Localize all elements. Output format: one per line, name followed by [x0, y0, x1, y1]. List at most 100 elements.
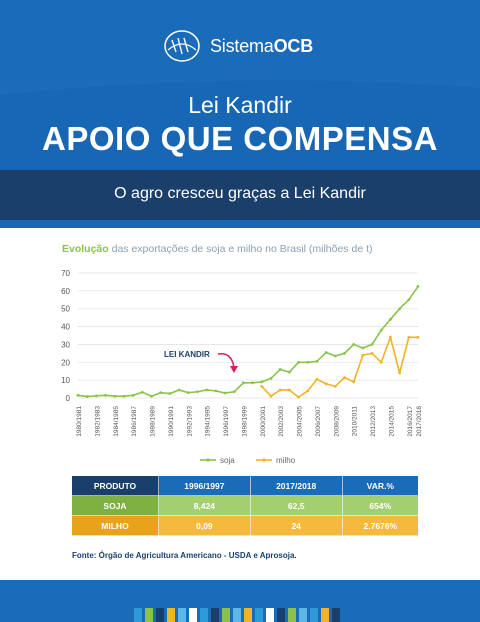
data-point-soja — [333, 354, 337, 358]
x-tick-label: 1986/1987 — [131, 406, 138, 437]
table-header-cell: 2017/2018 — [250, 476, 343, 496]
comparison-table: PRODUTO 1996/1997 2017/2018 VAR.% SOJA 8… — [72, 476, 418, 536]
x-tick-label: 1992/1993 — [186, 406, 193, 437]
data-point-milho — [389, 335, 392, 339]
data-point-soja — [260, 380, 264, 384]
x-tick-label: 1994/1995 — [205, 406, 212, 437]
data-point-milho — [379, 360, 383, 364]
data-point-milho — [398, 371, 402, 375]
footer-pattern-bar — [321, 608, 329, 622]
x-tick-label: 1982/1983 — [94, 406, 101, 437]
data-point-milho — [361, 353, 365, 357]
x-tick-label: 2008/2009 — [333, 406, 340, 437]
table-cell: 654% — [342, 495, 418, 516]
annotation-arrowhead — [230, 366, 238, 373]
x-tick-label: 2010/2011 — [352, 406, 359, 437]
y-tick-label: 50 — [61, 305, 70, 314]
data-point-soja — [306, 360, 310, 364]
x-tick-label: 2000/2001 — [260, 406, 267, 437]
footer-pattern-bar — [233, 608, 241, 622]
exports-line-chart: 0 10 20 30 40 50 60 70 1980/1981 1982/1983 1984/1… — [61, 269, 423, 465]
y-tick-label: 60 — [61, 287, 70, 296]
table-cell: 62,5 — [250, 495, 343, 516]
table-header-row: PRODUTO 1996/1997 2017/2018 VAR.% — [72, 476, 418, 496]
table-cell: SOJA — [72, 495, 159, 516]
data-point-milho — [333, 384, 337, 388]
headline: APOIO QUE COMPENSA — [42, 120, 438, 157]
band-text: O agro cresceu graças a Lei Kandir — [114, 185, 366, 202]
table-cell: MILHO — [72, 515, 159, 536]
x-tick-label: 1996/1997 — [223, 406, 230, 437]
y-tick-label: 10 — [61, 376, 70, 385]
x-tick-label: 2002/2003 — [278, 406, 285, 437]
lei-kandir-annotation: LEI KANDIR — [164, 350, 210, 359]
table-row-soja: SOJA 8,424 62,5 654% — [72, 495, 418, 516]
data-point-soja — [398, 307, 402, 311]
footer-pattern — [134, 608, 346, 622]
y-tick-label: 0 — [66, 394, 71, 403]
data-point-soja — [131, 393, 135, 397]
x-tick-label: 2006/2007 — [315, 406, 322, 437]
x-tick-label: 1980/1981 — [76, 406, 83, 437]
y-tick-label: 40 — [61, 323, 70, 332]
source-note: Fonte: Órgão de Agricultura Americano - … — [72, 551, 297, 560]
footer-pattern-bar — [156, 608, 164, 622]
table-cell: 8,424 — [158, 495, 251, 516]
chart-title-rest: das exportações de soja e milho no Brasi… — [108, 243, 373, 255]
data-point-milho — [306, 389, 310, 393]
annotation-arrow — [217, 353, 235, 369]
y-tick-label: 20 — [61, 358, 70, 367]
data-point-soja — [361, 346, 365, 350]
x-tick-label: 1990/1991 — [168, 406, 175, 437]
table-header-cell: 1996/1997 — [158, 476, 251, 496]
data-point-soja — [407, 298, 411, 302]
data-point-soja — [159, 391, 163, 395]
data-point-soja — [389, 318, 392, 321]
table-header-cell: PRODUTO — [72, 476, 159, 496]
data-point-milho — [269, 394, 273, 398]
data-point-soja — [287, 370, 291, 374]
chart-title-highlight: Evolução — [62, 243, 109, 255]
data-point-soja — [324, 351, 328, 354]
data-point-soja — [150, 394, 153, 398]
table-row-milho: MILHO 0,09 24 2.7676% — [72, 515, 418, 536]
footer-pattern-bar — [288, 608, 296, 622]
y-tick-label: 30 — [61, 340, 70, 349]
table-cell: 2.7676% — [342, 515, 418, 536]
x-tick-label: 2017/2018 — [416, 406, 423, 437]
data-point-milho — [416, 335, 420, 339]
data-point-soja — [113, 394, 117, 398]
chart-title: Evolução das exportações de soja e milho… — [62, 243, 373, 255]
footer-pattern-bar — [310, 608, 318, 622]
data-point-milho — [343, 376, 346, 379]
x-tick-label: 2014/2015 — [388, 406, 395, 437]
data-point-milho — [297, 395, 300, 399]
data-point-milho — [407, 335, 411, 339]
x-tick-label: 1998/1999 — [241, 406, 248, 437]
legend-label-soja: soja — [220, 456, 235, 465]
x-tick-label: 1988/1989 — [150, 406, 157, 437]
x-tick-label: 2012/2013 — [370, 406, 377, 437]
data-point-soja — [352, 343, 356, 346]
data-point-milho — [278, 388, 282, 392]
subtitle-band — [0, 170, 480, 220]
footer-pattern-bar — [200, 608, 208, 622]
footer-pattern-bar — [167, 608, 175, 622]
data-point-soja — [242, 381, 245, 385]
data-point-soja — [168, 392, 172, 395]
table-cell: 0,09 — [158, 515, 251, 536]
y-tick-label: 70 — [61, 269, 70, 278]
footer-pattern-bar — [222, 608, 230, 622]
footer-pattern-bar — [211, 608, 219, 622]
footer-pattern-bar — [134, 608, 142, 622]
data-point-soja — [214, 389, 218, 393]
data-point-milho — [324, 382, 328, 386]
data-point-soja — [122, 394, 126, 398]
data-point-soja — [416, 284, 420, 288]
legend-marker-milho — [262, 458, 266, 462]
series-line-soja — [77, 285, 419, 398]
data-point-soja — [315, 359, 319, 363]
x-tick-label: 1984/1985 — [113, 406, 120, 437]
data-point-soja — [269, 376, 273, 380]
data-point-soja — [140, 390, 144, 394]
